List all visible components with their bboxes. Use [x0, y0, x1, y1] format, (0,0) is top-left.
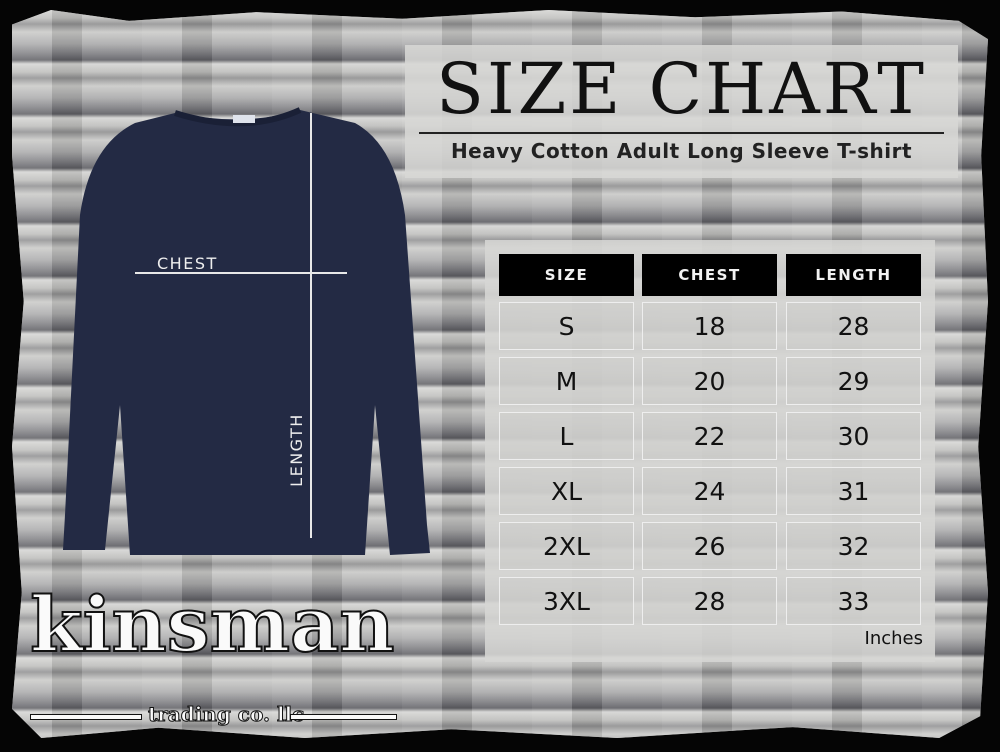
table-cell-size: XL: [499, 467, 634, 515]
table-cell-chest: 28: [642, 577, 777, 625]
table-cell-size: M: [499, 357, 634, 405]
size-table: Inches SIZE CHEST LENGTH S 18 28 M 20 29 L 22 30 XL 2…: [485, 240, 935, 662]
title-divider: [419, 132, 944, 134]
kinsman-logo: kinsman: [29, 579, 396, 670]
table-cell-chest: 26: [642, 522, 777, 570]
title-panel: SIZE CHART Heavy Cotton Adult Long Sleev…: [405, 45, 958, 178]
shirt-collar: [174, 107, 302, 127]
units-label: Inches: [864, 628, 923, 649]
table-cell-length: 31: [786, 467, 921, 515]
shirt-tag: [233, 115, 255, 123]
table-cell-chest: 18: [642, 302, 777, 350]
shirt-body: [63, 110, 430, 555]
table-cell-length: 30: [786, 412, 921, 460]
length-label: LENGTH: [287, 413, 306, 487]
right-flourish: [290, 714, 397, 720]
table-cell-length: 33: [786, 577, 921, 625]
chest-label: CHEST: [157, 254, 218, 273]
page-title: SIZE CHART: [436, 48, 927, 130]
table-cell-chest: 20: [642, 357, 777, 405]
table-cell-length: 28: [786, 302, 921, 350]
long-sleeve-shirt-diagram: [63, 107, 430, 555]
table-cell-size: 2XL: [499, 522, 634, 570]
column-header-chest: CHEST: [642, 254, 777, 296]
table-cell-length: 29: [786, 357, 921, 405]
table-cell-size: S: [499, 302, 634, 350]
logo-tagline: trading co. llc: [147, 702, 305, 727]
table-cell-size: L: [499, 412, 634, 460]
table-cell-length: 32: [786, 522, 921, 570]
table-cell-chest: 22: [642, 412, 777, 460]
column-header-length: LENGTH: [786, 254, 921, 296]
left-flourish: [30, 714, 142, 720]
page-subtitle: Heavy Cotton Adult Long Sleeve T-shirt: [450, 139, 913, 163]
table-cell-chest: 24: [642, 467, 777, 515]
column-header-size: SIZE: [499, 254, 634, 296]
table-cell-size: 3XL: [499, 577, 634, 625]
